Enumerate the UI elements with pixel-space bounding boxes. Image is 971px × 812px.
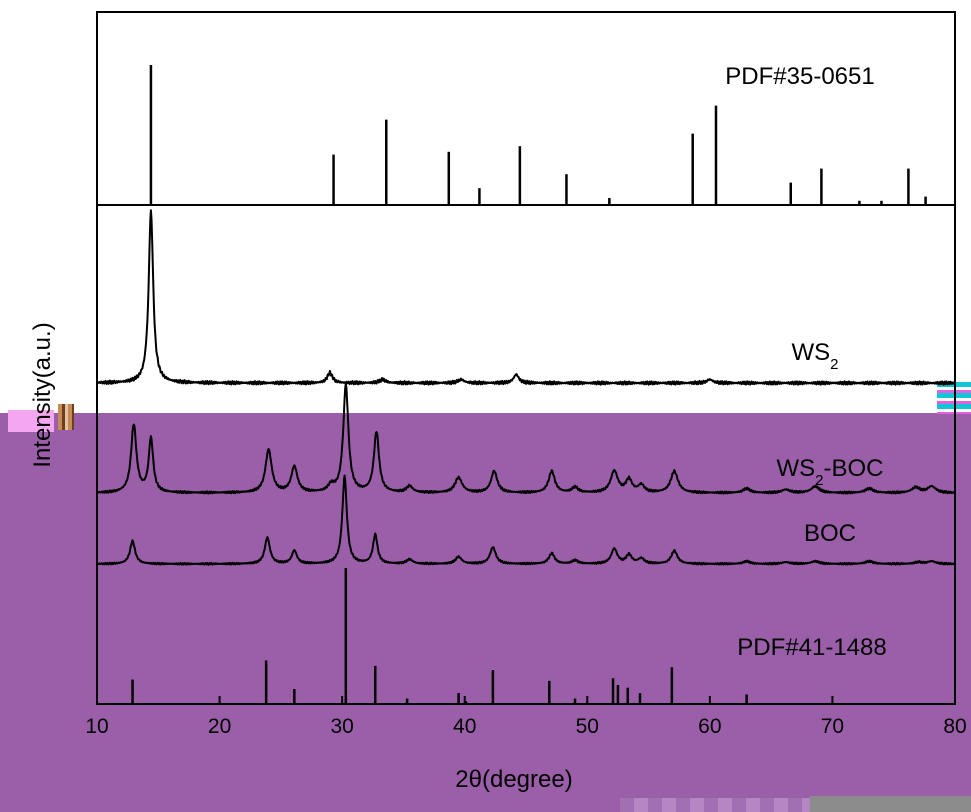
x-tick-label: 50 [576,715,599,738]
corrupted-block-bottom-purple [620,798,810,812]
trace-label-suffix: -BOC [824,455,884,482]
pattern-line [96,474,956,566]
y-axis-title: Intensity(a.u.) [29,322,56,467]
trace-label-main: PDF#41-1488 [737,634,886,661]
trace-label-main: BOC [804,520,856,547]
trace-label: WS2-BOC [776,455,883,489]
trace-label-main: WS [776,455,815,482]
pattern-line [96,209,956,386]
pattern-line [96,382,956,495]
corrupted-block-bottom-gray [810,796,971,812]
x-tick-label: 70 [821,715,844,738]
trace-label-main: WS [791,339,830,366]
corrupted-block-left-stripes [58,404,74,430]
trace-label: BOC [804,520,856,547]
purple-overlay [0,413,971,812]
trace-label: PDF#35-0651 [725,63,874,90]
trace-label-subscript: 2 [830,356,838,373]
x-ticks-group: 10 20 30 40 50 60 70 80 [85,696,967,738]
x-tick-label: 80 [943,715,966,738]
x-tick-label: 20 [208,715,231,738]
trace-label-main: PDF#35-0651 [725,63,874,90]
x-tick-label: 30 [330,715,353,738]
traces-group [96,65,956,704]
trace-label-subscript: 2 [815,472,823,489]
x-axis-title: 2θ(degree) [455,766,572,793]
trace-label: WS2 [791,339,838,373]
plot-frame [96,11,956,705]
x-tick-label: 40 [453,715,476,738]
x-tick-label: 60 [698,715,721,738]
trace-label: PDF#41-1488 [737,634,886,661]
x-tick-label: 10 [85,715,108,738]
corrupted-block-left [8,410,54,432]
